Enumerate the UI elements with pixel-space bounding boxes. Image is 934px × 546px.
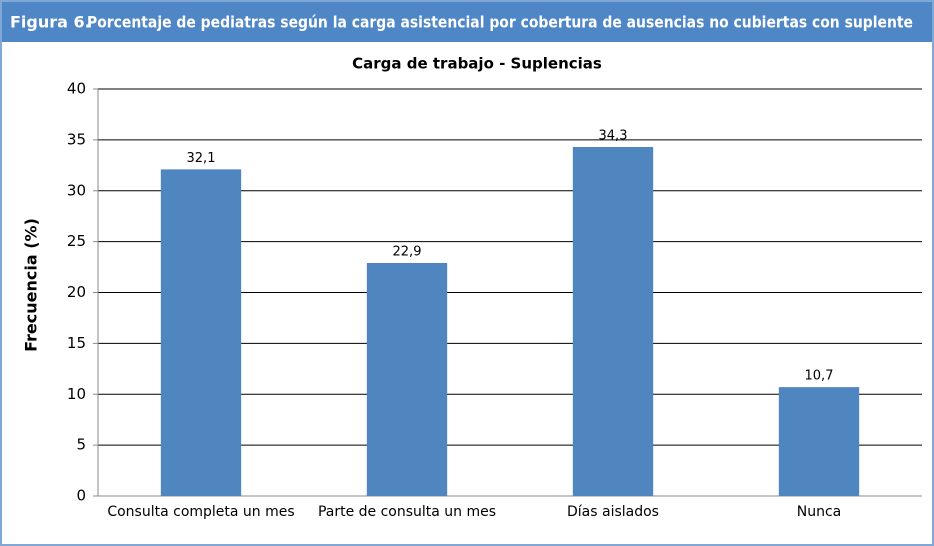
y-tick-label: 35 <box>67 130 86 148</box>
y-tick-label: 25 <box>67 232 86 250</box>
value-label: 22,9 <box>393 244 422 259</box>
x-tick-label: Días aislados <box>567 504 659 520</box>
bar <box>778 387 860 496</box>
y-tick-label: 15 <box>67 334 86 352</box>
y-tick-label: 30 <box>67 181 86 199</box>
y-tick-label: 0 <box>76 487 86 505</box>
y-tick-label: 5 <box>76 436 86 454</box>
figure-label: Figura 6. <box>10 13 91 32</box>
value-label: 34,3 <box>599 128 628 143</box>
x-tick-label: Nunca <box>797 504 842 520</box>
chart-subtitle: Carga de trabajo - Suplencias <box>352 55 602 73</box>
y-axis-label: Frecuencia (%) <box>22 218 41 352</box>
bar <box>160 169 242 496</box>
header-bar <box>2 2 932 42</box>
bar <box>366 262 448 496</box>
y-tick-label: 20 <box>67 283 86 301</box>
chart-title: Porcentaje de pediatras según la carga a… <box>87 13 913 32</box>
y-tick-label: 10 <box>67 385 86 403</box>
bar <box>572 146 654 496</box>
y-tick-label: 40 <box>67 80 86 98</box>
x-tick-label: Parte de consulta un mes <box>318 504 496 520</box>
value-label: 10,7 <box>805 369 834 384</box>
value-label: 32,1 <box>187 151 216 166</box>
x-tick-label: Consulta completa un mes <box>107 504 294 520</box>
